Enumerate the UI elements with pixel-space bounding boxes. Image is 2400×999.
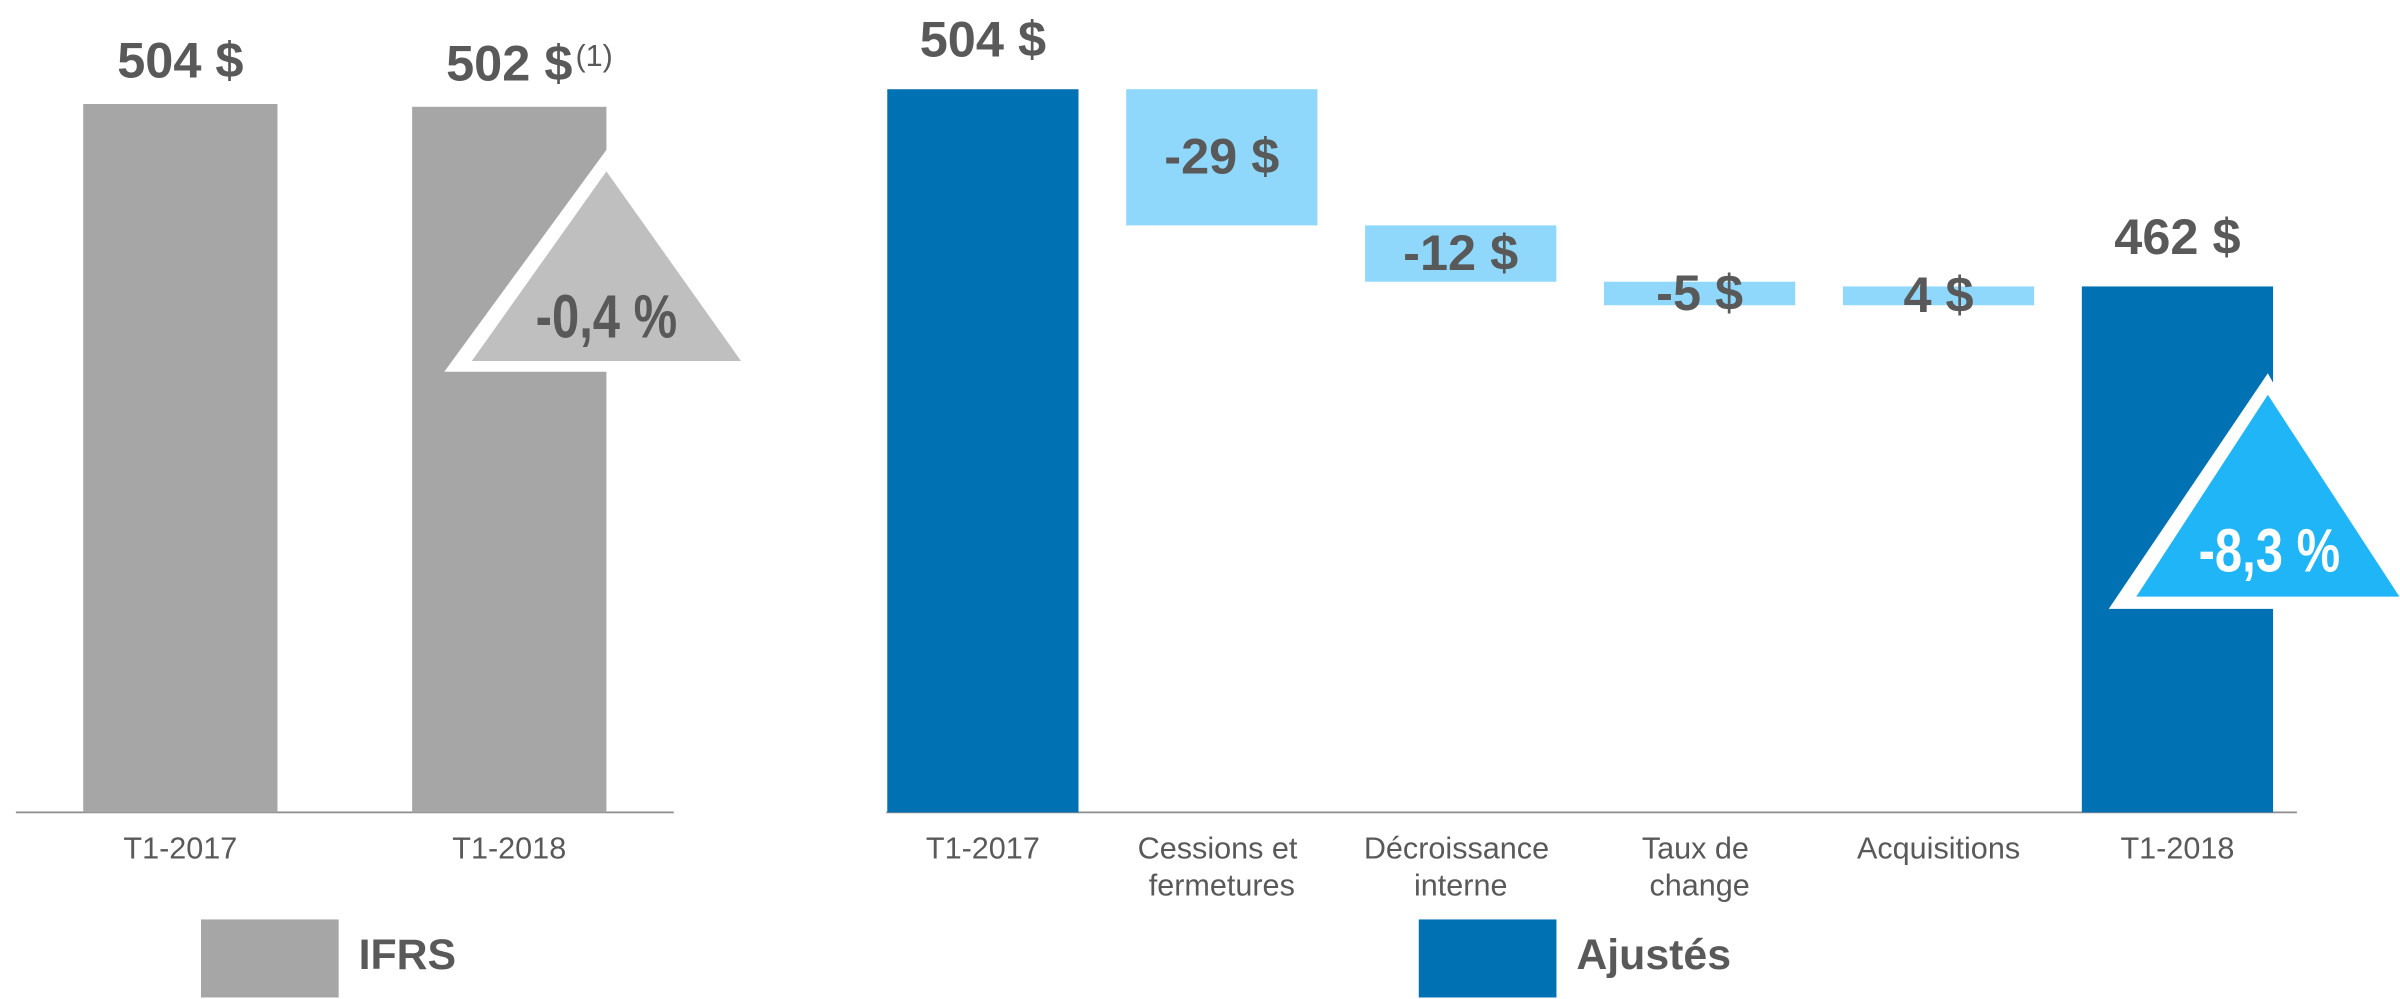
value-label: -5 $ — [1656, 264, 1743, 321]
bar — [83, 104, 278, 813]
delta-bar — [1365, 225, 1557, 282]
x-tick-label: Acquisitions — [1857, 832, 2020, 866]
value-label: -29 $ — [1164, 128, 1279, 185]
x-tick-label: T1-2017 — [123, 832, 237, 866]
x-tick-label: Taux de change — [1642, 832, 1758, 903]
delta-bar — [1604, 281, 1796, 306]
value-label: 4 $ — [1903, 266, 1973, 323]
annotation-triangle — [471, 171, 742, 362]
value-label: 462 $ — [2114, 208, 2240, 265]
x-tick-label: T1-2018 — [452, 832, 566, 866]
delta-bar — [1126, 89, 1318, 226]
value-label: -12 $ — [1403, 224, 1518, 281]
total-bar — [887, 89, 1079, 813]
value-label: 502 $ — [446, 34, 572, 91]
delta-bar — [1842, 286, 2035, 306]
value-label: 504 $ — [117, 32, 243, 89]
legend-swatch — [201, 919, 339, 998]
x-tick-label: Cessions et fermetures — [1138, 832, 1306, 903]
legend-label: IFRS — [359, 931, 457, 979]
value-label: 504 $ — [920, 11, 1046, 68]
annotation-triangle — [2136, 394, 2400, 597]
footnote-marker: (1) — [575, 39, 612, 73]
legend-label: Ajustés — [1576, 931, 1731, 979]
x-tick-label: T1-2018 — [2121, 832, 2235, 866]
x-tick-label: Décroissance interne — [1364, 832, 1558, 903]
x-tick-label: T1-2017 — [926, 832, 1040, 866]
annotation: -0,4 % — [536, 282, 677, 350]
legend-swatch — [1418, 919, 1557, 998]
annotation: -8,3 % — [2199, 516, 2340, 584]
